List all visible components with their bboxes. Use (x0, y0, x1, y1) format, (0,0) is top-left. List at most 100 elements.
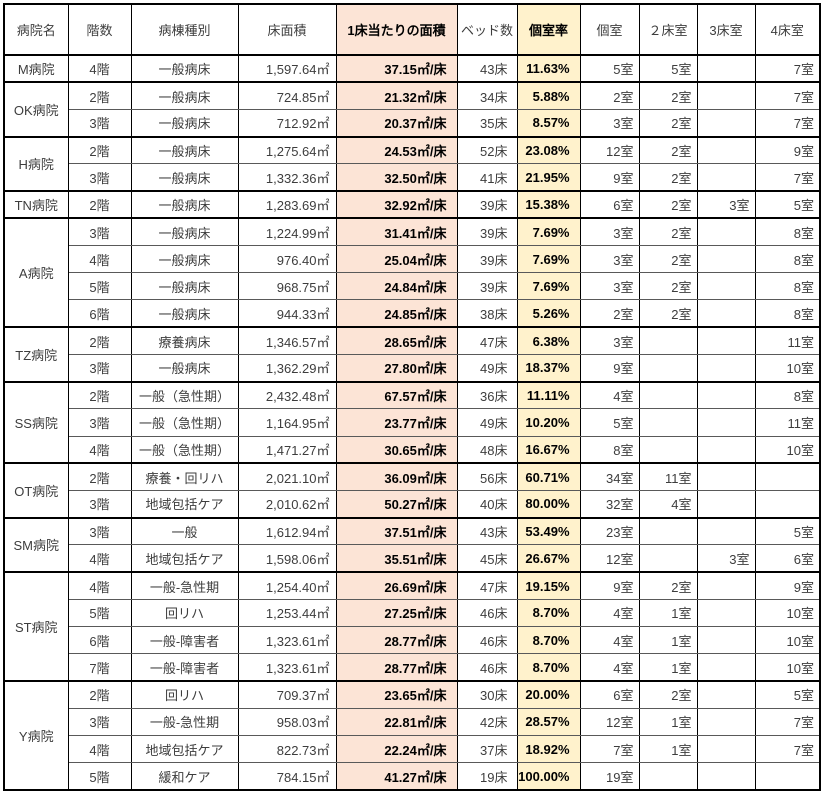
three-bed-rooms-cell (696, 81, 756, 110)
private-rooms-cell: 4室 (579, 380, 640, 410)
ward-type-cell: 地域包括ケア (130, 489, 239, 519)
floor-cell: 3階 (67, 353, 132, 383)
private-room-rate-cell: 15.38% (516, 190, 581, 219)
ward-type-cell: 一般-急性期 (130, 707, 239, 736)
four-bed-rooms-cell: 10室 (754, 435, 821, 464)
private-rooms-cell: 2室 (579, 299, 640, 328)
two-bed-rooms-cell (638, 544, 698, 573)
ward-type-cell: 療養・回リハ (130, 462, 239, 492)
three-bed-rooms-cell (696, 408, 756, 437)
private-rooms-cell: 7室 (579, 734, 640, 764)
private-rooms-cell: 12室 (579, 135, 640, 165)
floor-area-cell: 1,612.94㎡ (237, 516, 337, 546)
ward-type-cell: 地域包括ケア (130, 734, 239, 764)
floor-cell: 3階 (67, 163, 132, 192)
hospital-cell: H病院 (3, 135, 69, 192)
table-row: 4階 地域包括ケア 822.73㎡ 22.24㎡/床 37床 18.92% 7室 1室 7室 (4, 734, 821, 764)
beds-cell: 49床 (456, 353, 518, 383)
four-bed-rooms-cell: 5室 (754, 680, 821, 709)
hospital-cell: Y病院 (3, 680, 69, 791)
four-bed-rooms-cell: 9室 (754, 135, 821, 165)
beds-cell: 39床 (456, 217, 518, 247)
floor-cell: 4階 (67, 571, 132, 600)
table-row: 3階 一般病床 1,362.29㎡ 27.80㎡/床 49床 18.37% 9室 10室 (4, 353, 821, 383)
floor-area-cell: 1,164.95㎡ (237, 408, 337, 437)
hospital-ward-comparison-table: 病院名 階数 病棟種別 床面積 1床当たりの面積 ベッド数 個室率 個室 ２床室 3床室 4床室 M… (3, 3, 821, 792)
beds-cell: 36床 (456, 380, 518, 410)
area-per-bed-cell: 28.65㎡/床 (335, 326, 458, 355)
ward-type-cell: 一般病床 (130, 163, 239, 192)
floor-area-cell: 822.73㎡ (237, 734, 337, 764)
private-rooms-cell: 32室 (579, 489, 640, 519)
floor-cell: 2階 (67, 326, 132, 355)
private-room-rate-cell: 28.57% (516, 707, 581, 736)
floor-cell: 5階 (67, 598, 132, 628)
four-bed-rooms-cell: 10室 (754, 353, 821, 383)
beds-cell: 41床 (456, 163, 518, 192)
private-room-rate-cell: 5.88% (516, 81, 581, 110)
beds-cell: 39床 (456, 245, 518, 274)
floor-cell: 2階 (67, 81, 132, 110)
table-row: Y病院 2階 回リハ 709.37㎡ 23.65㎡/床 30床 20.00% 6室 2室 5室 (3, 680, 821, 791)
table-row: OK病院 2階 一般病床 724.85㎡ 21.32㎡/床 34床 5.88% 2室 2室 7室 (3, 81, 821, 138)
floor-cell: 2階 (67, 680, 132, 709)
area-per-bed-cell: 22.81㎡/床 (335, 707, 458, 736)
area-per-bed-cell: 24.53㎡/床 (335, 135, 458, 165)
col-header-ward-type: 病棟種別 (130, 4, 239, 56)
hospital-cell: A病院 (3, 217, 69, 328)
header-row: 病院名 階数 病棟種別 床面積 1床当たりの面積 ベッド数 個室率 個室 ２床室 3床室 4床室 (3, 4, 821, 56)
ward-type-cell: 一般（急性期） (130, 408, 239, 437)
floor-area-cell: 1,283.69㎡ (237, 190, 337, 219)
hospital-cell: M病院 (3, 53, 69, 83)
beds-cell: 49床 (456, 408, 518, 437)
floor-cell: 3階 (67, 489, 132, 519)
ward-type-cell: 回リハ (130, 598, 239, 628)
private-rooms-cell: 6室 (579, 190, 640, 219)
private-room-rate-cell: 6.38% (516, 326, 581, 355)
three-bed-rooms-cell (696, 380, 756, 410)
col-header-private-rooms: 個室 (579, 4, 640, 56)
floor-area-cell: 1,253.44㎡ (237, 598, 337, 628)
private-room-rate-cell: 5.26% (516, 299, 581, 328)
ward-type-cell: 一般（急性期） (130, 380, 239, 410)
four-bed-rooms-cell (754, 462, 821, 492)
table-body: M病院 4階 一般病床 1,597.64㎡ 37.15㎡/床 43床 11.63% 5室 5室 7… (3, 53, 821, 792)
beds-cell: 43床 (456, 53, 518, 83)
three-bed-rooms-cell (696, 217, 756, 247)
table-row: OT病院 2階 療養・回リハ 2,021.10㎡ 36.09㎡/床 56床 60.71% 34… (3, 462, 821, 519)
three-bed-rooms-cell (696, 626, 756, 655)
private-room-rate-cell: 7.69% (516, 217, 581, 247)
area-per-bed-cell: 20.37㎡/床 (335, 108, 458, 138)
floor-area-cell: 2,021.10㎡ (237, 462, 337, 492)
floor-area-cell: 1,224.99㎡ (237, 217, 337, 247)
table-row: 5階 緩和ケア 784.15㎡ 41.27㎡/床 19床 100.00% 19室 (4, 762, 821, 792)
ward-type-cell: 一般病床 (130, 217, 239, 247)
three-bed-rooms-cell (696, 707, 756, 736)
four-bed-rooms-cell: 7室 (754, 707, 821, 736)
four-bed-rooms-cell: 10室 (754, 626, 821, 655)
two-bed-rooms-cell: 1室 (638, 707, 698, 736)
col-header-hospital: 病院名 (3, 4, 69, 56)
four-bed-rooms-cell: 8室 (754, 245, 821, 274)
private-room-rate-cell: 23.08% (516, 135, 581, 165)
area-per-bed-cell: 22.24㎡/床 (335, 734, 458, 764)
four-bed-rooms-cell (754, 762, 821, 792)
hospital-cell: SS病院 (3, 380, 69, 464)
beds-cell: 56床 (456, 462, 518, 492)
three-bed-rooms-cell (696, 53, 756, 83)
private-room-rate-cell: 26.67% (516, 544, 581, 573)
ward-type-cell: 一般（急性期） (130, 435, 239, 464)
floor-cell: 3階 (67, 217, 132, 247)
area-per-bed-cell: 50.27㎡/床 (335, 489, 458, 519)
private-rooms-cell: 12室 (579, 707, 640, 736)
three-bed-rooms-cell (696, 135, 756, 165)
two-bed-rooms-cell: 2室 (638, 571, 698, 600)
hospital-cell: OT病院 (3, 462, 69, 519)
four-bed-rooms-cell: 7室 (754, 53, 821, 83)
private-rooms-cell: 8室 (579, 435, 640, 464)
table-row: 5階 回リハ 1,253.44㎡ 27.25㎡/床 46床 8.70% 4室 1室 10室 (4, 598, 821, 628)
area-per-bed-cell: 25.04㎡/床 (335, 245, 458, 274)
hospital-cell: SM病院 (3, 516, 69, 573)
floor-cell: 2階 (67, 380, 132, 410)
ward-type-cell: 地域包括ケア (130, 544, 239, 573)
